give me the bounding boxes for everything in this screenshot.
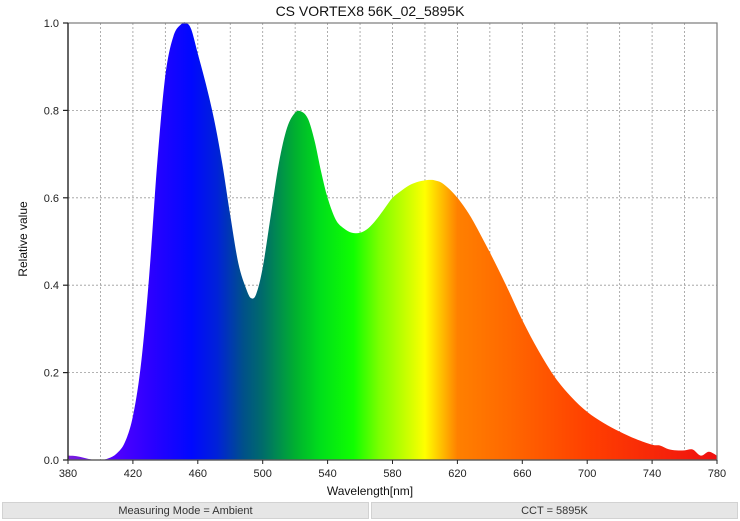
svg-text:580: 580 [383,468,401,480]
y-axis-label: Relative value [16,201,30,277]
svg-text:780: 780 [708,468,726,480]
svg-text:0.8: 0.8 [44,105,59,117]
y-axis-ticks: 0.0 0.2 0.4 0.6 0.8 1.0 [44,18,68,467]
spectrum-area [68,22,717,461]
x-axis-ticks: 380 420 460 500 540 580 620 660 700 740 780 [59,460,726,480]
svg-text:0.6: 0.6 [44,193,59,205]
svg-text:740: 740 [643,468,661,480]
svg-text:0.4: 0.4 [44,280,59,292]
svg-text:620: 620 [448,468,466,480]
svg-text:420: 420 [124,468,142,480]
x-axis-label: Wavelength[nm] [326,484,414,498]
svg-text:380: 380 [59,468,77,480]
cct-status: CCT = 5895K [371,502,738,519]
svg-text:0.0: 0.0 [44,455,59,467]
svg-text:660: 660 [513,468,531,480]
svg-text:700: 700 [578,468,596,480]
svg-text:1.0: 1.0 [44,18,59,30]
measuring-mode-status: Measuring Mode = Ambient [2,502,369,519]
svg-text:0.2: 0.2 [44,368,59,380]
chart-title: CS VORTEX8 56K_02_5895K [275,3,465,19]
svg-text:540: 540 [318,468,336,480]
svg-text:500: 500 [254,468,272,480]
svg-text:460: 460 [189,468,207,480]
